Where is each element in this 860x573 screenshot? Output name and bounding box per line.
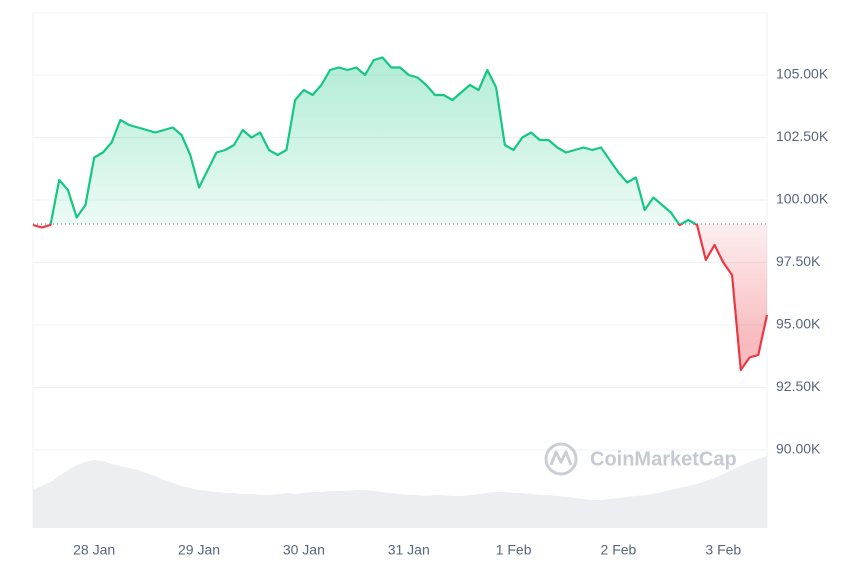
volume-area — [33, 456, 767, 528]
y-tick-label: 97.50K — [776, 253, 821, 269]
y-tick-label: 95.00K — [776, 316, 821, 332]
x-tick-label: 30 Jan — [283, 542, 325, 558]
x-tick-label: 29 Jan — [178, 542, 220, 558]
y-tick-label: 100.00K — [776, 191, 829, 207]
y-tick-label: 105.00K — [776, 66, 829, 82]
y-tick-label: 102.50K — [776, 128, 829, 144]
x-tick-label: 28 Jan — [73, 542, 115, 558]
watermark-logo — [544, 442, 578, 476]
x-tick-label: 31 Jan — [388, 542, 430, 558]
x-tick-label: 3 Feb — [705, 542, 741, 558]
price-area — [33, 57, 767, 370]
y-tick-label: 92.50K — [776, 378, 821, 394]
x-tick-label: 2 Feb — [601, 542, 637, 558]
price-line — [32, 56, 769, 372]
watermark: CoinMarketCap — [590, 448, 737, 470]
y-tick-label: 90.00K — [776, 441, 821, 457]
x-tick-label: 1 Feb — [496, 542, 532, 558]
